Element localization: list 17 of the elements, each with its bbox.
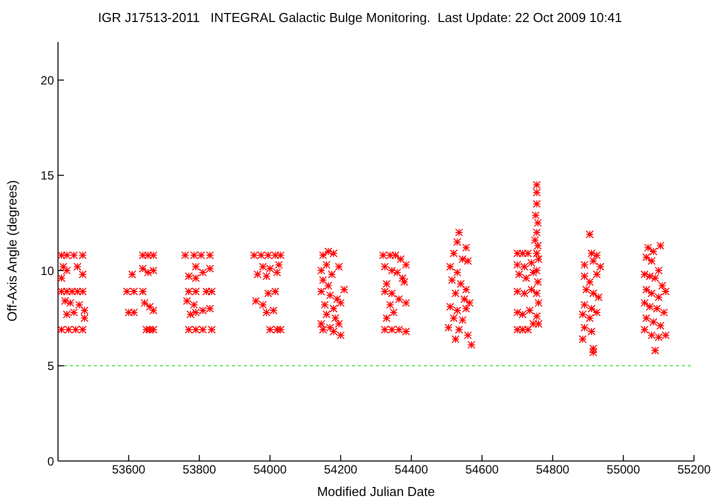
x-tick-label: 54800 bbox=[536, 462, 570, 477]
x-tick-label: 53800 bbox=[182, 462, 216, 477]
y-tick-label: 5 bbox=[47, 359, 54, 374]
y-tick-label: 10 bbox=[40, 264, 54, 278]
x-tick-label: 54400 bbox=[394, 462, 428, 477]
x-tick-label: 54000 bbox=[253, 462, 288, 477]
y-tick-label: 20 bbox=[40, 73, 54, 88]
y-axis-title: Off-Axis Angle (degrees) bbox=[4, 180, 20, 322]
x-tick-label: 55200 bbox=[677, 462, 712, 477]
x-tick-label: 54600 bbox=[465, 462, 500, 477]
x-tick-label: 55000 bbox=[606, 462, 640, 477]
y-tick-label: 0 bbox=[47, 454, 54, 468]
x-tick-label: 53600 bbox=[112, 462, 146, 477]
chart-title: IGR J17513-2011 INTEGRAL Galactic Bulge Monitoring. Last Update: 22 Oct 2009 10:41 bbox=[97, 10, 623, 25]
x-axis-title: Modified Julian Date bbox=[317, 484, 435, 499]
y-tick-label: 15 bbox=[40, 168, 54, 183]
x-tick-label: 54200 bbox=[324, 462, 358, 477]
